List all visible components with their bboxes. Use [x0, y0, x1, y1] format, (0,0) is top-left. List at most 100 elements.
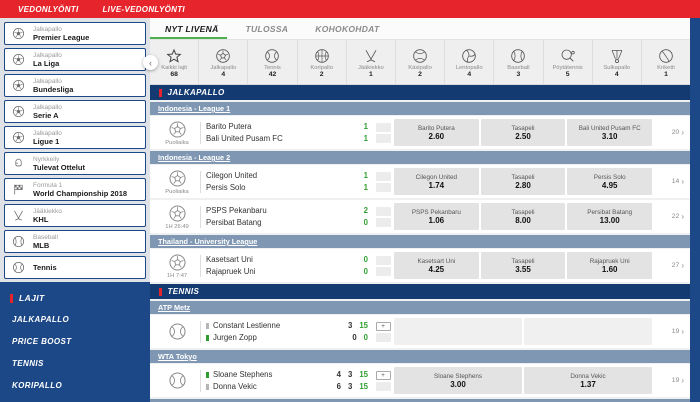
- sport-filter-tennis[interactable]: Tennis 42: [248, 40, 298, 84]
- football-icon: [216, 49, 231, 63]
- sport-filter-baseball[interactable]: Baseball 3: [494, 40, 544, 84]
- odds-button-home[interactable]: Cilegon United 1.74: [394, 168, 479, 195]
- sidebar-item-nyrkkeily[interactable]: Nyrkkeily Tulevat Ottelut: [4, 152, 146, 175]
- league-header-atp-metz[interactable]: ATP Metz: [150, 301, 690, 314]
- market-count-link[interactable]: 14 ›: [671, 177, 684, 186]
- league-header-indonesia-league-1[interactable]: Indonesia - League 1: [150, 102, 690, 115]
- sport-filter-kriketti[interactable]: Kriketti 1: [642, 40, 690, 84]
- sports-filter-strip: ‹ Kaikki lajit 68 Jalkapallo 4 Tennis 42…: [143, 40, 690, 85]
- sidebar-item-label: Tennis: [33, 262, 57, 272]
- score-board: 1 1: [363, 170, 368, 192]
- baseball-icon: [511, 49, 526, 63]
- sport-filter-jalkapallo[interactable]: Jalkapallo 4: [199, 40, 249, 84]
- sport-filter-koripallo[interactable]: Koripallo 2: [298, 40, 347, 84]
- football-icon: [12, 27, 25, 40]
- boxing-glove-icon: [12, 157, 25, 170]
- sidebar-item-la-liga[interactable]: Jalkapallo La Liga: [4, 48, 146, 71]
- tab-kohokohdat[interactable]: KOHOKOHDAT: [315, 23, 380, 34]
- home-team: PSPS Pekanbaru: [206, 205, 267, 215]
- sidebar-item-khl[interactable]: Jääkiekko KHL: [4, 204, 146, 227]
- market-count-link[interactable]: 19 ›: [671, 376, 684, 385]
- expand-button[interactable]: +: [375, 370, 391, 380]
- sidebar-nav-price-boost[interactable]: PRICE BOOST: [12, 337, 72, 346]
- expand-button[interactable]: +: [375, 321, 391, 331]
- odds-button-draw[interactable]: Tasapeli 2.80: [480, 168, 566, 195]
- odds-button-home[interactable]: PSPS Pekanbaru 1.06: [394, 203, 479, 230]
- market-count-link[interactable]: 19 ›: [671, 327, 684, 336]
- serve-indicator: [206, 322, 209, 329]
- home-team: Cilegon United: [206, 170, 258, 180]
- odds-button-away[interactable]: Persis Solo 4.95: [567, 168, 653, 195]
- hockey-sticks-icon: [12, 209, 25, 222]
- chevron-right-icon: ›: [681, 376, 684, 385]
- tab-tulossa[interactable]: TULOSSA: [245, 23, 289, 34]
- league-header-thailand-university[interactable]: Thailand - University League: [150, 235, 690, 248]
- league-header-indonesia-league-2[interactable]: Indonesia - League 2: [150, 151, 690, 164]
- odds-button-draw[interactable]: Tasapeli 2.50: [480, 119, 566, 146]
- sidebar-item-formula-1[interactable]: Formula 1 World Championship 2018: [4, 178, 146, 201]
- sidebar-item-label: Bundesliga: [33, 84, 74, 94]
- star-icon: [166, 48, 182, 63]
- home-player: Constant Lestienne: [213, 320, 281, 330]
- league-header-wta-tokyo[interactable]: WTA Tokyo: [150, 350, 690, 363]
- table-tennis-icon: [561, 49, 575, 62]
- sidebar-item-category: Jalkapallo: [33, 129, 62, 137]
- sport-filter-all[interactable]: Kaikki lajit 68: [150, 40, 200, 84]
- market-count-link[interactable]: 27 ›: [671, 261, 684, 270]
- home-player: Sloane Stephens: [213, 369, 273, 379]
- odds-button-away[interactable]: Donna Vekic 1.37: [524, 367, 652, 394]
- score-board: 2 0: [363, 205, 368, 227]
- match-clock: 1H 26:49: [165, 223, 189, 230]
- sidebar-item-bundesliga[interactable]: Jalkapallo Bundesliga: [4, 74, 146, 97]
- tab-vedonlyonti[interactable]: VEDONLYÖNTI: [18, 4, 79, 14]
- odds-button-home[interactable]: Sloane Stephens 3.00: [394, 367, 522, 394]
- sidebar-item-label: Tulevat Ottelut: [33, 162, 85, 172]
- quick-links: Jalkapallo Premier League Jalkapallo La Li…: [0, 18, 150, 282]
- tab-nyt-livena[interactable]: NYT LIVENÄ: [150, 18, 226, 39]
- sidebar-sports-nav: LAJIT JALKAPALLO PRICE BOOST TENNIS KORI…: [0, 282, 150, 402]
- market-count-link[interactable]: 22 ›: [671, 212, 684, 221]
- match-row-psps-persibat: 1H 26:49 PSPS Pekanbaru Persibat Batang …: [150, 200, 690, 233]
- nav-header: LAJIT: [10, 293, 140, 303]
- sport-filter-poytatennis[interactable]: Pöytätennis 5: [544, 40, 593, 84]
- sidebar-item-label: Premier League: [33, 32, 90, 42]
- sidebar-item-ligue-1[interactable]: Jalkapallo Ligue 1: [4, 126, 146, 149]
- odds-button-away[interactable]: Persibat Batang 13.00: [567, 203, 653, 230]
- odds-button-draw[interactable]: Tasapeli 8.00: [480, 203, 566, 230]
- sport-filter-lentopallo[interactable]: Lentopallo 4: [445, 40, 495, 84]
- away-team: Persibat Batang: [206, 217, 262, 227]
- sidebar-item-label: Ligue 1: [33, 136, 60, 146]
- sidebar-item-category: Formula 1: [33, 181, 63, 189]
- stat-box: [375, 206, 391, 216]
- stat-box: [375, 381, 391, 391]
- odds-button-away[interactable]: Bali United Pusam FC 3.10: [567, 119, 653, 146]
- cricket-ball-icon: [659, 49, 673, 63]
- scroll-left-button[interactable]: ‹: [143, 55, 158, 70]
- market-count-link[interactable]: 20 ›: [671, 128, 684, 137]
- sidebar-item-mlb[interactable]: Baseball MLB: [4, 230, 146, 253]
- sport-filter-jaakiekko[interactable]: Jääkiekko 1: [347, 40, 396, 84]
- odds-button-suspended: [524, 318, 652, 345]
- sport-filter-kasipallo[interactable]: Käsipallo 2: [396, 40, 446, 84]
- stat-box: [375, 171, 391, 181]
- sidebar-nav-tennis[interactable]: TENNIS: [12, 359, 44, 368]
- odds-button-away[interactable]: Rajapruek Uni 1.60: [567, 252, 653, 279]
- tab-live-vedonlyonti[interactable]: LIVE-VEDONLYÖNTI: [102, 4, 185, 14]
- sidebar-item-category: Baseball: [33, 233, 58, 241]
- sport-filter-sulkapallo[interactable]: Sulkapallo 4: [593, 40, 642, 84]
- sidebar-item-tennis[interactable]: Tennis: [4, 256, 146, 279]
- odds-button-suspended: [394, 318, 522, 345]
- away-team: Persis Solo: [206, 182, 246, 192]
- tennis-ball-icon: [265, 49, 280, 63]
- odds-button-home[interactable]: Kasetsart Uni 4.25: [394, 252, 479, 279]
- sidebar-nav-jalkapallo[interactable]: JALKAPALLO: [12, 315, 70, 324]
- sidebar-nav-koripallo[interactable]: KORIPALLO: [12, 381, 63, 390]
- sidebar-item-serie-a[interactable]: Jalkapallo Serie A: [4, 100, 146, 123]
- away-team: Rajapruek Uni: [206, 266, 256, 276]
- sidebar-item-premier-league[interactable]: Jalkapallo Premier League: [4, 22, 146, 45]
- odds-button-home[interactable]: Barito Putera 2.60: [394, 119, 479, 146]
- serve-indicator: [206, 334, 209, 341]
- odds-button-draw[interactable]: Tasapeli 3.55: [480, 252, 566, 279]
